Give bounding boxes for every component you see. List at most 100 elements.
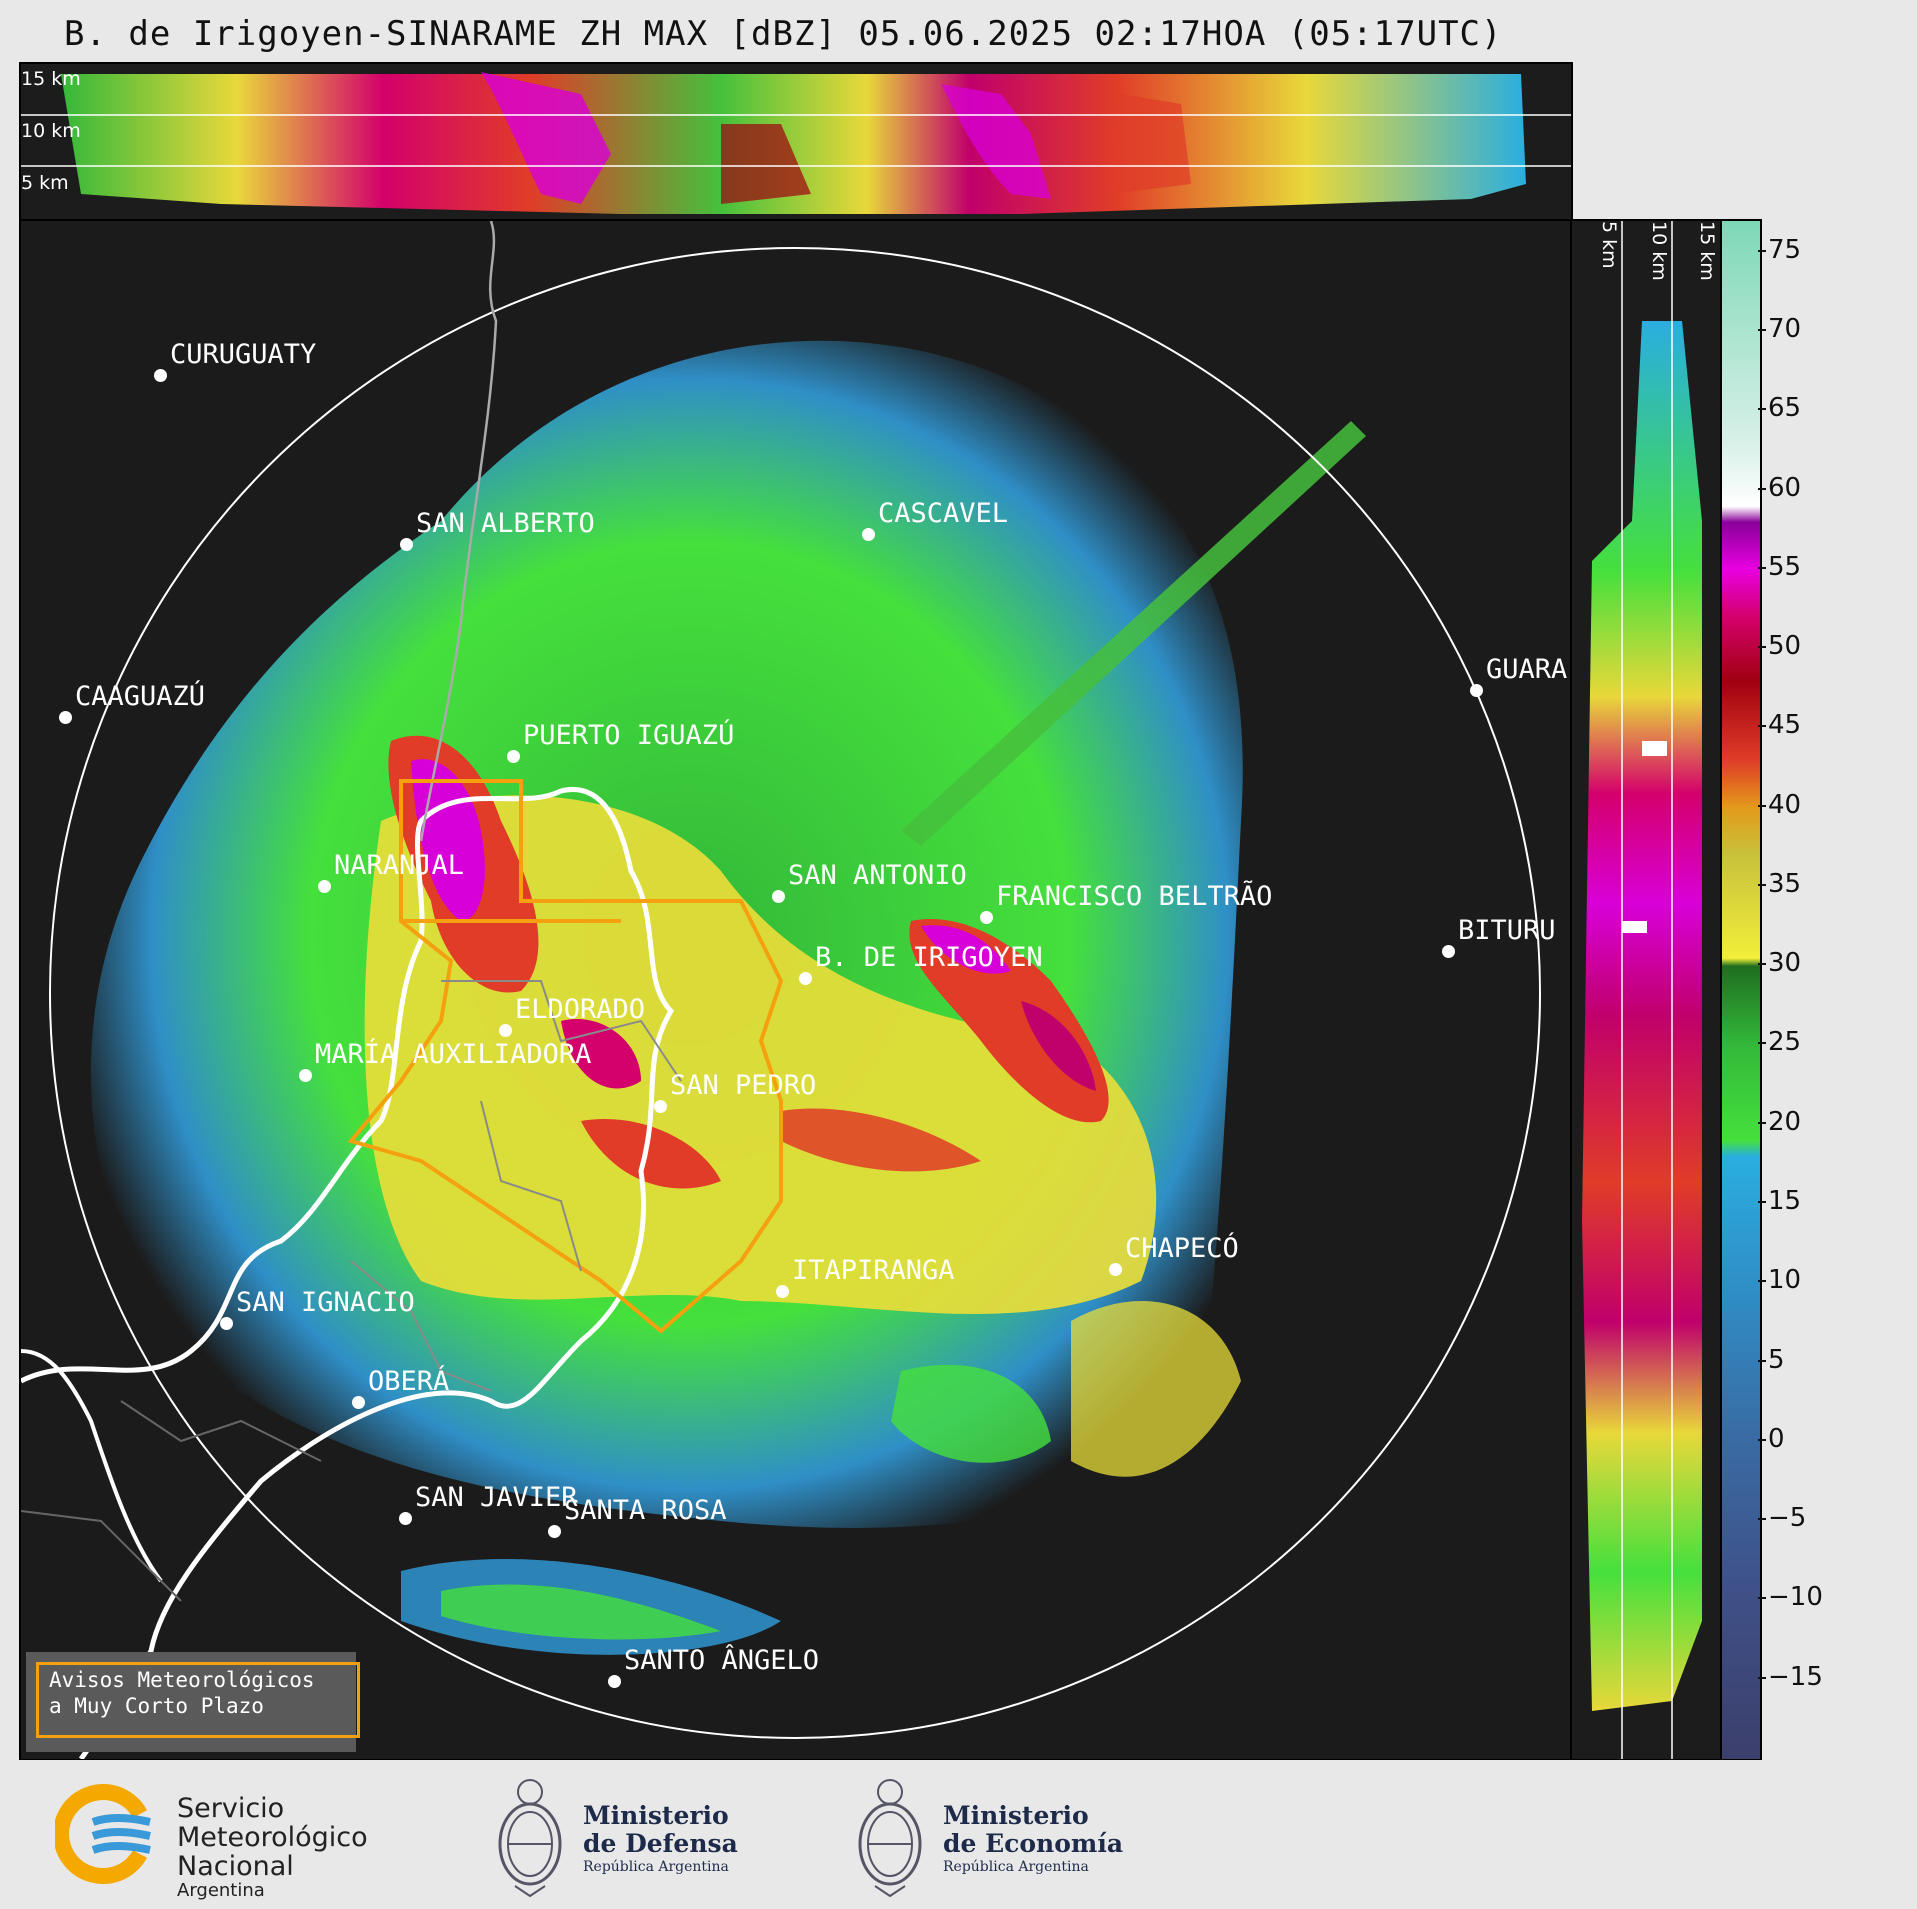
colorbar-tick-mark: [1758, 646, 1766, 649]
top-profile-graphic: [21, 72, 1571, 214]
economia-logo: Ministerio de Economía República Argenti…: [855, 1774, 1135, 1899]
colorbar-tick-mark: [1758, 1676, 1766, 1679]
side-height-profile: 5 km 10 km 15 km: [1570, 219, 1724, 1761]
economia-logo-line2: de Economía: [943, 1829, 1124, 1858]
defensa-logo-line3: República Argentina: [583, 1859, 729, 1875]
warnings-badge-line1: Avisos Meteorológicos: [49, 1668, 315, 1692]
defensa-coat-of-arms-icon: [498, 1779, 562, 1898]
colorbar-tick-label: 65: [1768, 393, 1802, 424]
city-marker[interactable]: [1442, 945, 1455, 958]
city-label: ELDORADO: [515, 994, 646, 1025]
city-label: SAN ANTONIO: [788, 860, 967, 891]
city-label: B. DE IRIGOYEN: [815, 942, 1043, 973]
colorbar-tick-mark: [1758, 1438, 1766, 1441]
radar-map-graphic: [21, 221, 1541, 1759]
city-marker[interactable]: [220, 1317, 233, 1330]
city-marker[interactable]: [772, 890, 785, 903]
city-label: MARÍA AUXILIADORA: [315, 1039, 592, 1070]
economia-logo-line1: Ministerio: [943, 1801, 1089, 1830]
colorbar-tick-label: 75: [1768, 234, 1802, 265]
footer: Servicio Meteorológico Nacional Argentin…: [0, 1760, 1917, 1909]
city-label: SAN IGNACIO: [236, 1287, 415, 1318]
colorbar-tick-mark: [1758, 883, 1766, 886]
city-label: ITAPIRANGA: [792, 1255, 955, 1286]
colorbar-tick-label: 50: [1768, 631, 1802, 662]
colorbar-tick-label: 15: [1768, 1186, 1802, 1217]
colorbar-tick-label: 35: [1768, 868, 1802, 899]
colorbar-tick-mark: [1758, 1597, 1766, 1600]
colorbar-tick-label: 70: [1768, 313, 1802, 344]
colorbar-tick-mark: [1758, 725, 1766, 728]
city-marker[interactable]: [318, 880, 331, 893]
city-label: OBERÁ: [368, 1366, 450, 1397]
colorbar-tick-label: 20: [1768, 1106, 1802, 1137]
side-profile-graphic: [1582, 221, 1702, 1759]
top-height-profile: 15 km 10 km 5 km: [19, 62, 1573, 221]
colorbar-tick-label: −5: [1768, 1503, 1807, 1534]
smn-logo-line3: Nacional: [177, 1851, 294, 1882]
radar-map[interactable]: [19, 219, 1573, 1761]
city-label: CASCAVEL: [878, 498, 1009, 529]
colorbar-tick-mark: [1758, 963, 1766, 966]
colorbar-tick-label: 10: [1768, 1265, 1802, 1296]
colorbar-tick-label: −10: [1768, 1582, 1823, 1613]
city-marker[interactable]: [980, 911, 993, 924]
colorbar-tick-label: 60: [1768, 472, 1802, 503]
city-marker[interactable]: [654, 1100, 667, 1113]
top-height-label-15: 15 km: [21, 68, 81, 90]
colorbar-tick-mark: [1758, 1121, 1766, 1124]
colorbar-tick-mark: [1758, 1042, 1766, 1045]
city-label: CAAGUAZÚ: [75, 681, 206, 712]
city-label: SAN ALBERTO: [416, 508, 595, 539]
city-marker[interactable]: [154, 369, 167, 382]
side-height-label-5: 5 km: [1598, 221, 1620, 269]
colorbar-tick-label: 40: [1768, 789, 1802, 820]
reflectivity-colorbar: [1720, 219, 1762, 1761]
city-marker[interactable]: [507, 750, 520, 763]
colorbar-tick-mark: [1758, 1280, 1766, 1283]
city-marker[interactable]: [799, 972, 812, 985]
top-height-label-5: 5 km: [21, 172, 69, 194]
colorbar-tick-mark: [1758, 408, 1766, 411]
city-marker[interactable]: [1470, 684, 1483, 697]
city-marker[interactable]: [499, 1024, 512, 1037]
economia-coat-of-arms-icon: [858, 1779, 922, 1898]
city-marker[interactable]: [352, 1396, 365, 1409]
smn-logo: Servicio Meteorológico Nacional Argentin…: [55, 1784, 395, 1901]
top-height-label-10: 10 km: [21, 120, 81, 142]
colorbar-tick-mark: [1758, 1518, 1766, 1521]
city-marker[interactable]: [400, 538, 413, 551]
warnings-badge[interactable]: Avisos Meteorológicos a Muy Corto Plazo: [26, 1652, 360, 1752]
city-marker[interactable]: [299, 1069, 312, 1082]
colorbar-tick-label: 55: [1768, 551, 1802, 582]
city-label: GUARA: [1486, 654, 1568, 685]
colorbar-tick-mark: [1758, 249, 1766, 252]
defensa-logo: Ministerio de Defensa República Argentin…: [495, 1774, 755, 1899]
colorbar-tick-mark: [1758, 804, 1766, 807]
colorbar-tick-label: 25: [1768, 1027, 1802, 1058]
smn-logo-line4: Argentina: [177, 1880, 265, 1901]
city-marker[interactable]: [862, 528, 875, 541]
city-label: SAN PEDRO: [670, 1070, 817, 1101]
smn-logo-line1: Servicio: [177, 1793, 285, 1824]
city-marker[interactable]: [776, 1285, 789, 1298]
colorbar-tick-mark: [1758, 1359, 1766, 1362]
city-label: BITURU: [1458, 915, 1556, 946]
warnings-badge-line2: a Muy Corto Plazo: [49, 1694, 264, 1718]
side-height-label-15: 15 km: [1696, 221, 1718, 281]
defensa-logo-line2: de Defensa: [583, 1829, 738, 1858]
city-label: PUERTO IGUAZÚ: [523, 720, 735, 751]
city-marker[interactable]: [1109, 1263, 1122, 1276]
colorbar-tick-mark: [1758, 487, 1766, 490]
city-marker[interactable]: [548, 1525, 561, 1538]
colorbar-tick-mark: [1758, 566, 1766, 569]
city-label: CHAPECÓ: [1125, 1233, 1239, 1264]
economia-logo-line3: República Argentina: [943, 1859, 1089, 1875]
city-label: NARANJAL: [334, 850, 465, 881]
smn-logo-line2: Meteorológico: [177, 1822, 368, 1853]
city-marker[interactable]: [608, 1675, 621, 1688]
colorbar-tick-label: 30: [1768, 948, 1802, 979]
colorbar-tick-label: −15: [1768, 1661, 1823, 1692]
city-marker[interactable]: [399, 1512, 412, 1525]
city-marker[interactable]: [59, 711, 72, 724]
